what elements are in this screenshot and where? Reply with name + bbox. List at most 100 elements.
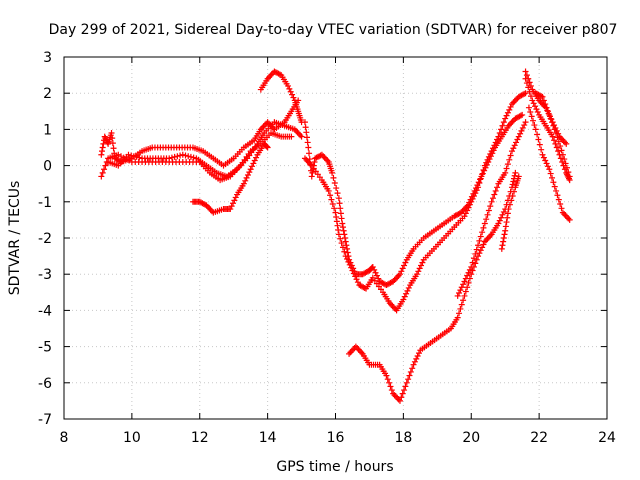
y-tick-label: 2 <box>43 86 52 102</box>
data-point <box>348 264 355 271</box>
data-point <box>461 278 468 285</box>
data-point <box>322 156 329 163</box>
data-point <box>185 153 192 160</box>
data-point <box>287 88 294 95</box>
grid-layer <box>64 57 607 419</box>
data-point <box>339 244 346 251</box>
data-point <box>413 355 420 362</box>
x-tick-label: 22 <box>530 430 548 446</box>
data-point <box>190 154 197 161</box>
data-point <box>533 106 540 113</box>
data-point <box>394 395 401 402</box>
series-track-5 <box>257 68 305 126</box>
data-point <box>468 263 475 270</box>
data-point <box>410 361 417 368</box>
data-point <box>304 139 311 146</box>
data-point <box>530 100 537 107</box>
data-point <box>465 204 472 211</box>
data-point <box>475 179 482 186</box>
data-point <box>227 206 234 213</box>
data-point <box>553 130 560 137</box>
x-tick-label: 20 <box>462 430 480 446</box>
data-point <box>508 119 515 126</box>
data-point <box>401 387 408 394</box>
series-track-14 <box>532 90 573 180</box>
data-point <box>566 216 573 223</box>
data-point <box>413 271 420 278</box>
data-point <box>399 390 406 397</box>
data-point <box>469 259 476 266</box>
data-point <box>290 94 297 101</box>
data-point <box>481 167 488 174</box>
data-point <box>470 193 477 200</box>
data-point <box>341 231 348 238</box>
data-point <box>509 118 516 125</box>
y-tick-label: -5 <box>38 340 52 356</box>
data-point <box>512 169 519 176</box>
x-tick-label: 16 <box>327 430 345 446</box>
data-point <box>330 174 337 181</box>
data-point <box>130 153 137 160</box>
data-point <box>500 119 507 126</box>
data-point <box>539 151 546 158</box>
data-point <box>301 119 308 126</box>
data-point <box>515 173 522 180</box>
data-point <box>508 197 515 204</box>
data-point <box>465 269 472 276</box>
data-point <box>375 275 382 282</box>
x-tick-label: 24 <box>598 430 616 446</box>
data-point <box>267 72 274 79</box>
data-point <box>523 80 530 87</box>
data-point <box>496 217 503 224</box>
data-point <box>488 198 495 205</box>
data-point <box>228 203 235 210</box>
data-point <box>402 383 409 390</box>
data-point <box>250 160 257 167</box>
data-point <box>523 72 530 79</box>
data-point <box>332 209 339 216</box>
data-point <box>464 207 471 214</box>
data-point <box>384 376 391 383</box>
data-point <box>400 296 407 303</box>
data-point <box>485 207 492 214</box>
data-point <box>532 126 539 133</box>
data-point <box>99 148 106 155</box>
data-point <box>328 196 335 203</box>
y-tick-label: -4 <box>38 303 52 319</box>
data-point <box>403 290 410 297</box>
data-point <box>469 195 476 202</box>
data-point <box>473 256 480 263</box>
data-point <box>546 166 553 173</box>
data-point <box>206 205 213 212</box>
data-point <box>396 271 403 278</box>
data-point <box>392 305 399 312</box>
data-point <box>389 303 396 310</box>
data-point <box>128 152 135 159</box>
data-point <box>308 173 315 180</box>
data-point <box>404 287 411 294</box>
data-point <box>522 75 529 82</box>
data-point <box>557 200 564 207</box>
data-point <box>347 349 354 356</box>
data-point <box>476 250 483 257</box>
data-point <box>309 169 316 176</box>
data-point <box>499 211 506 218</box>
data-point <box>509 193 516 200</box>
data-point <box>540 97 547 104</box>
data-point <box>557 143 564 150</box>
data-point <box>403 379 410 386</box>
data-point <box>327 192 334 199</box>
data-point <box>402 259 409 266</box>
data-point <box>547 170 554 177</box>
data-point <box>246 169 253 176</box>
data-point <box>99 169 106 176</box>
data-point <box>563 214 570 221</box>
data-point <box>297 132 304 139</box>
data-point <box>407 368 414 375</box>
data-point <box>501 231 508 238</box>
y-tick-label: -3 <box>38 267 52 283</box>
data-point <box>298 133 305 140</box>
data-point <box>531 122 538 129</box>
data-point <box>371 266 378 273</box>
data-point <box>552 140 559 147</box>
